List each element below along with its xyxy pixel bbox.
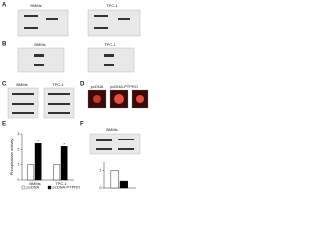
bar: [110, 170, 119, 189]
panel-label: TPC-1: [104, 42, 116, 47]
band: [46, 18, 58, 20]
cell: [93, 95, 101, 103]
band: [94, 15, 108, 17]
y-tick-label: 2: [17, 146, 20, 151]
annotation: *: [37, 138, 39, 143]
band: [48, 103, 70, 105]
y-axis-label: Phosphatase activity: [9, 139, 14, 176]
y-tick-label: 1: [17, 162, 20, 167]
panel-label: pcDNA-PTPRO: [110, 84, 138, 89]
panel-label: BMMs: [30, 3, 41, 8]
y-tick-label: 3: [17, 131, 20, 136]
band: [12, 103, 34, 105]
band: [48, 112, 70, 114]
panel-letter: A: [2, 3, 7, 9]
blot: [17, 47, 65, 73]
band: [24, 27, 38, 29]
panel-letter: C: [2, 82, 7, 88]
band: [118, 139, 134, 140]
panel-label: BMMs: [34, 42, 45, 47]
bar: [34, 142, 42, 181]
band: [118, 18, 130, 20]
panel-letter: B: [2, 42, 7, 48]
blot: [87, 9, 141, 37]
panel-letter: D: [80, 82, 85, 88]
legend-swatch: [47, 185, 52, 190]
band: [24, 15, 38, 17]
band: [12, 112, 34, 114]
panel-letter: E: [2, 122, 6, 128]
legend-label: pcDNA: [27, 185, 40, 190]
band: [34, 54, 44, 57]
y-tick-label: 0: [99, 185, 102, 190]
panel-label: BMMs: [106, 127, 117, 132]
annotation: *: [63, 141, 65, 146]
band: [118, 148, 134, 150]
band: [104, 54, 114, 57]
cell: [136, 95, 144, 103]
cell: [114, 94, 124, 104]
band: [48, 93, 70, 95]
panel-label: TPC-1: [52, 82, 64, 87]
panel-label: BMMs: [16, 82, 27, 87]
band: [104, 64, 114, 66]
blot: [89, 133, 141, 155]
blot: [87, 47, 135, 73]
band: [94, 27, 108, 29]
panel-letter: F: [80, 122, 84, 128]
bar: [60, 146, 68, 181]
x-tick-label: TPC-1: [55, 181, 67, 186]
y-tick-label: 1: [99, 168, 102, 173]
panel-label: TPC-1: [106, 3, 118, 8]
blot: [17, 9, 69, 37]
bar: [27, 164, 35, 181]
band: [12, 93, 34, 95]
bar: [53, 164, 61, 181]
legend-label: pcDNA-PTPRO: [53, 185, 81, 190]
panel-label: pcDNA: [91, 84, 104, 89]
bar: [119, 180, 128, 189]
band: [96, 148, 112, 150]
y-tick-label: 0: [17, 177, 20, 182]
band: [34, 64, 44, 66]
x-tick-label: BMMs: [29, 181, 40, 186]
legend-swatch: [21, 185, 26, 190]
band: [96, 139, 112, 141]
